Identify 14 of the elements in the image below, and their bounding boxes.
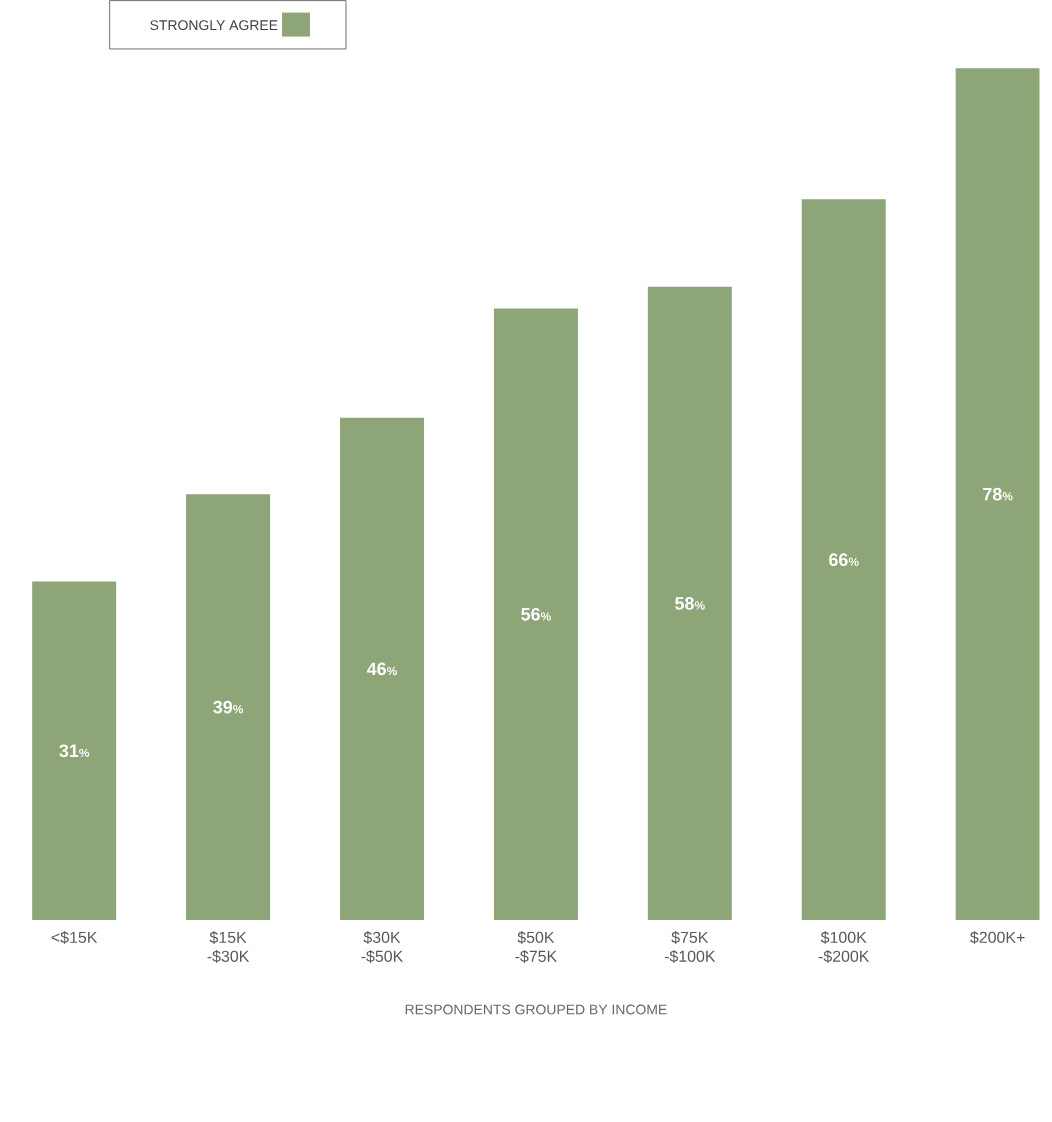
bar: [494, 308, 578, 921]
data-label: 39: [213, 700, 233, 714]
data-label: 56: [521, 607, 540, 621]
bar: [647, 286, 732, 921]
bar: [955, 68, 1040, 921]
data-label: 31: [59, 744, 79, 758]
bar: [340, 417, 425, 921]
data-label: 66: [829, 553, 848, 567]
bar: [186, 494, 271, 921]
data-label: 78: [983, 487, 1002, 501]
data-label: 46: [367, 662, 387, 676]
bar: [801, 199, 886, 921]
data-label: 58: [675, 597, 695, 610]
bar: [32, 581, 117, 921]
